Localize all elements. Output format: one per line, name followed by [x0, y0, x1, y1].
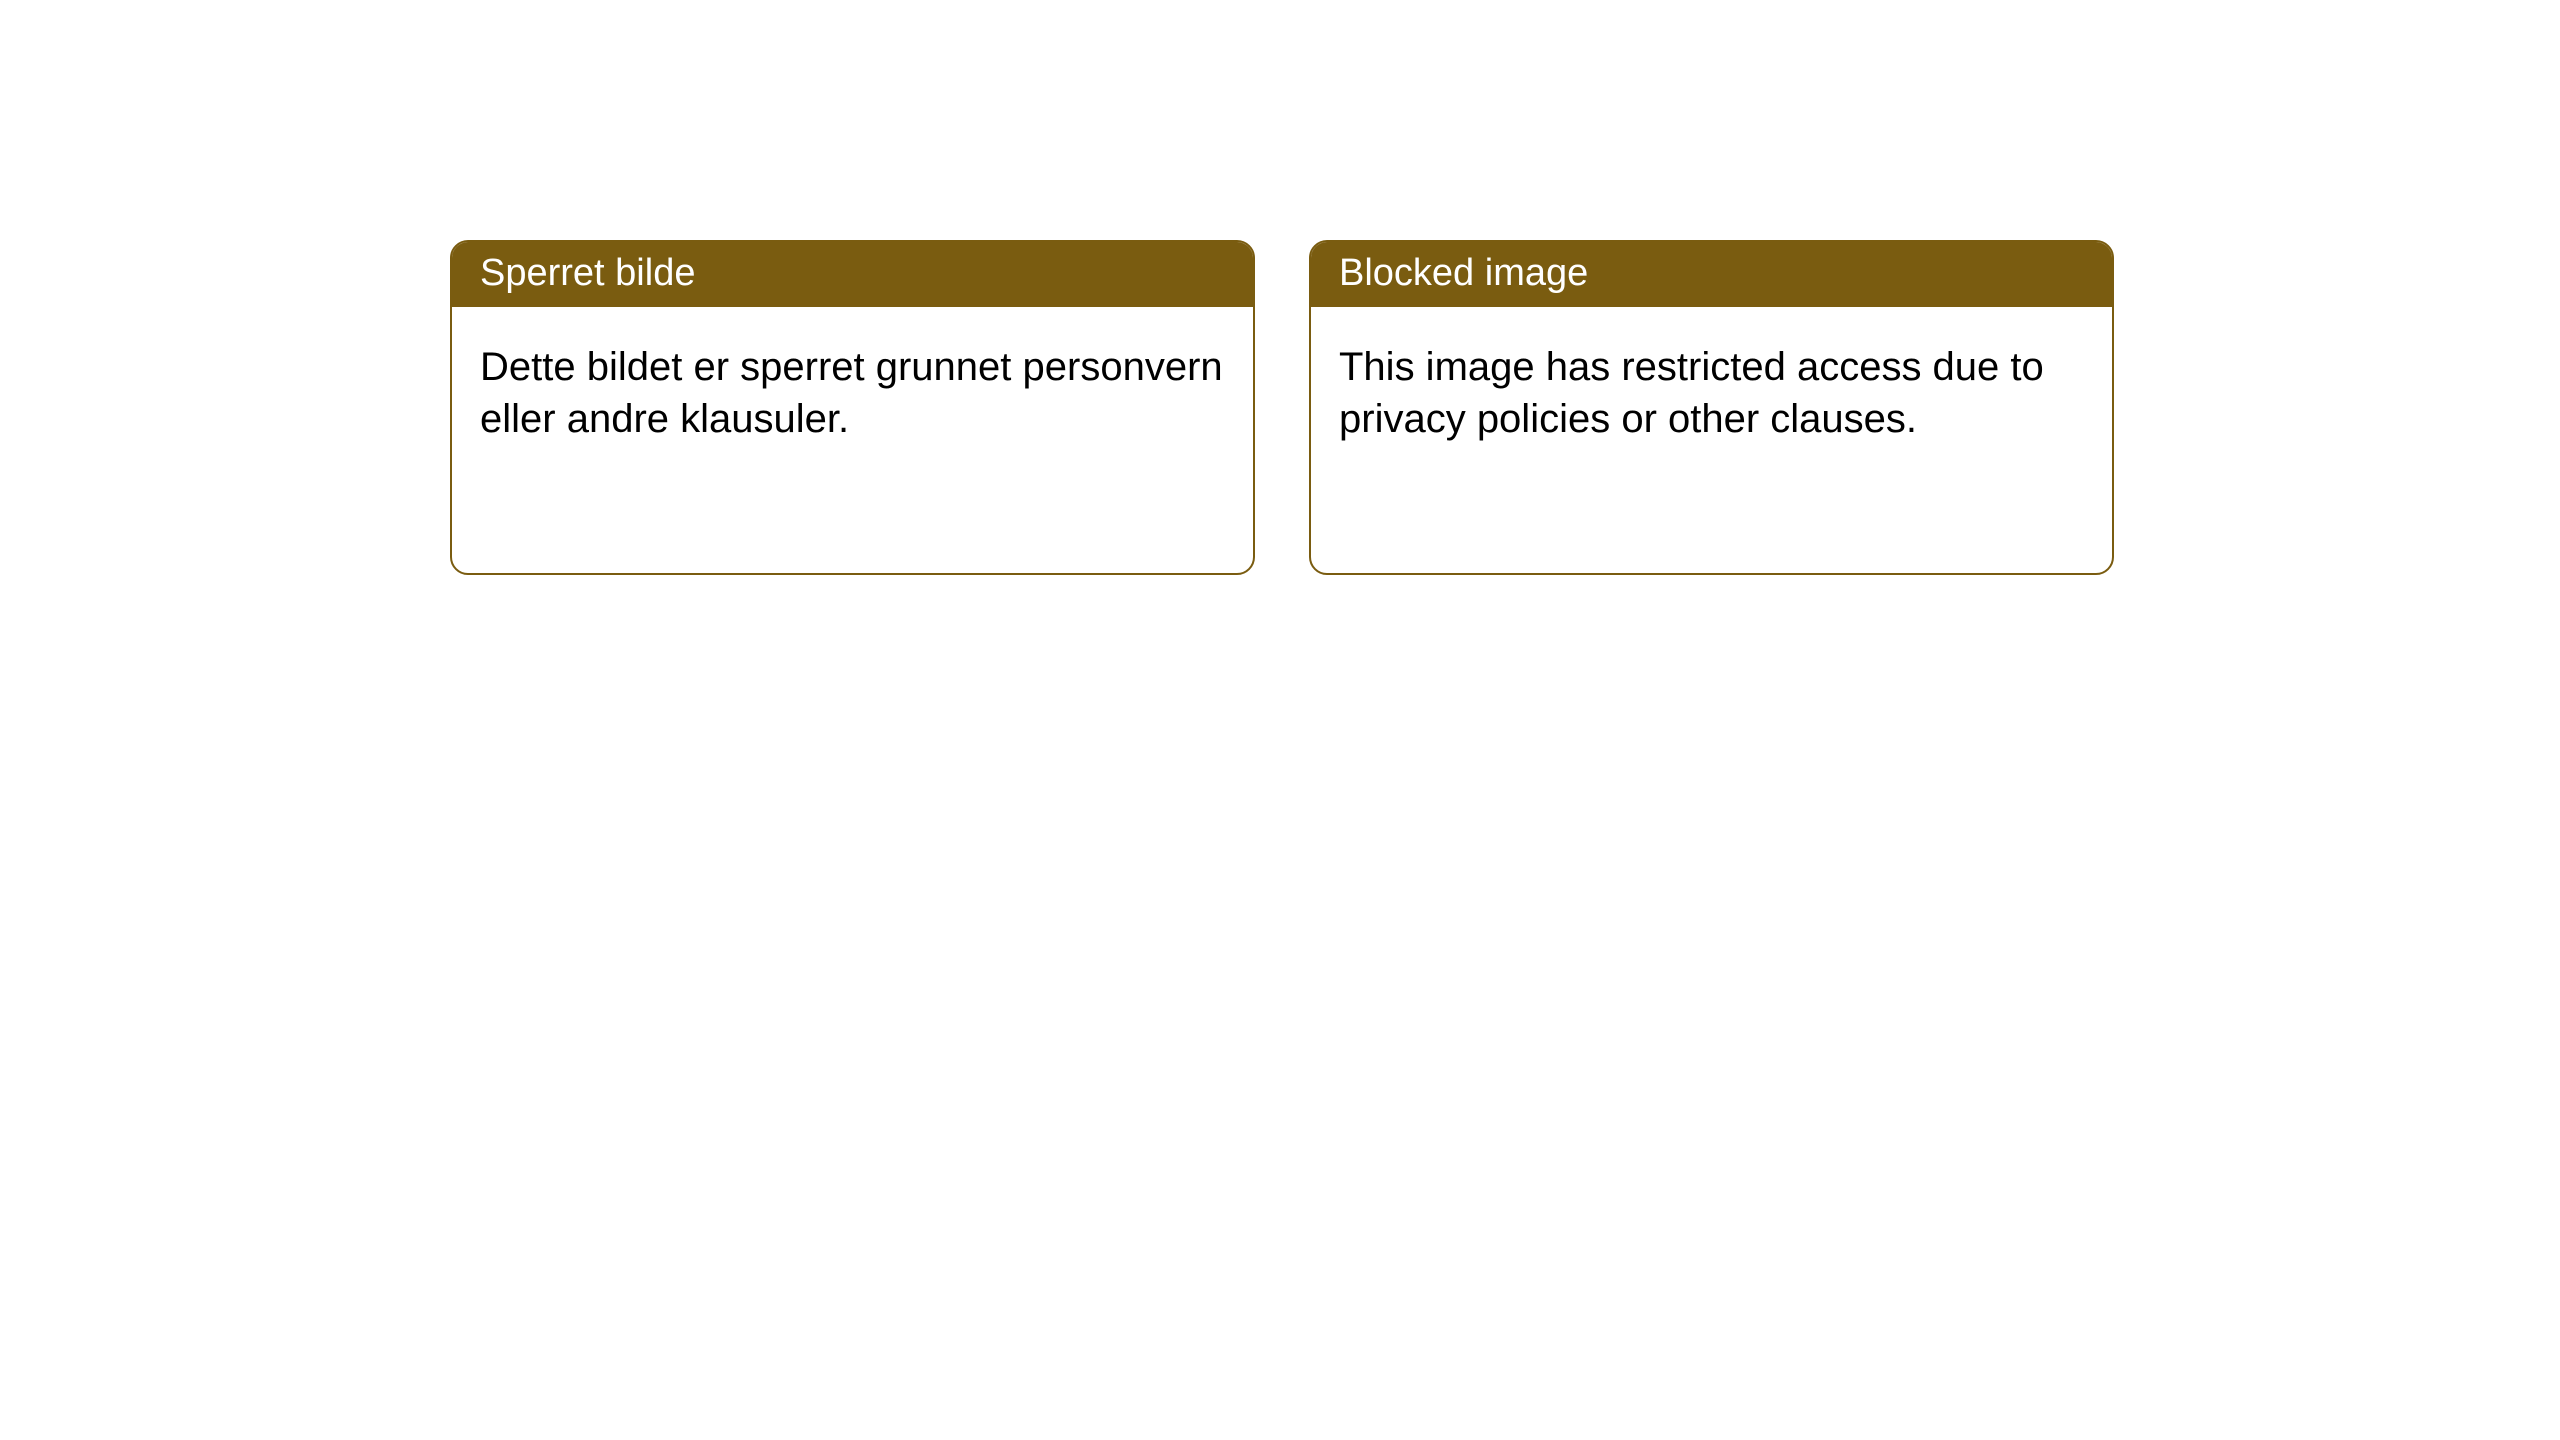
notice-card-english: Blocked image This image has restricted … — [1309, 240, 2114, 575]
notice-card-norwegian: Sperret bilde Dette bildet er sperret gr… — [450, 240, 1255, 575]
card-header: Sperret bilde — [452, 242, 1253, 307]
card-body: Dette bildet er sperret grunnet personve… — [452, 307, 1253, 479]
card-body-text: This image has restricted access due to … — [1339, 345, 2044, 441]
card-header: Blocked image — [1311, 242, 2112, 307]
card-title: Sperret bilde — [480, 252, 695, 294]
card-body: This image has restricted access due to … — [1311, 307, 2112, 479]
notice-cards-container: Sperret bilde Dette bildet er sperret gr… — [0, 0, 2560, 575]
card-title: Blocked image — [1339, 252, 1588, 294]
card-body-text: Dette bildet er sperret grunnet personve… — [480, 345, 1223, 441]
